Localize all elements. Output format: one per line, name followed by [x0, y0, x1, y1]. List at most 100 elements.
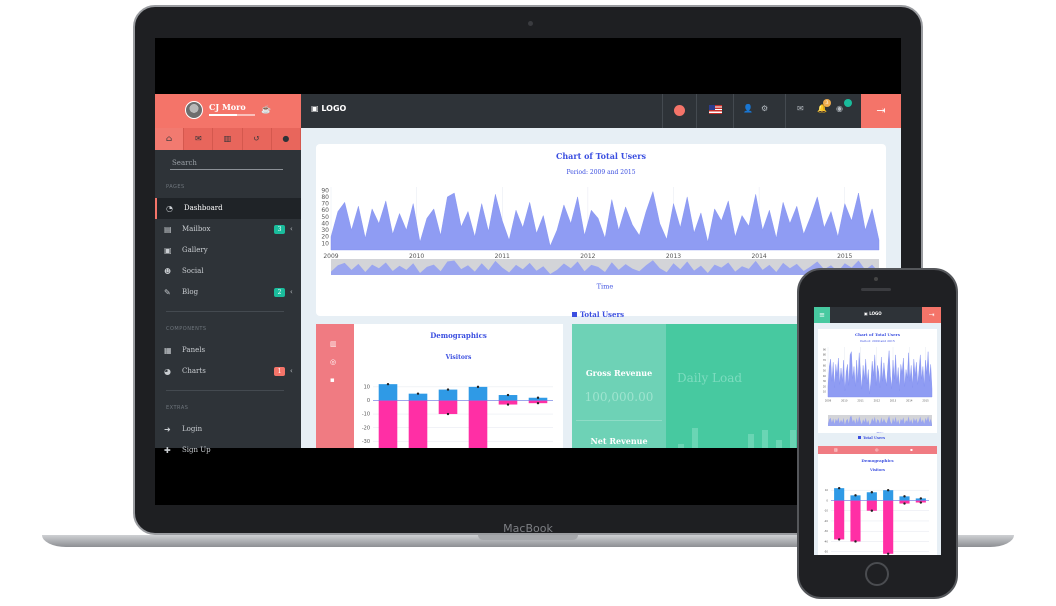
- bar: [528, 400, 548, 404]
- history-icon[interactable]: ↺: [243, 128, 272, 150]
- laptop-base: [42, 535, 1014, 547]
- y-tick-label: -10: [362, 412, 370, 418]
- sidebar-item-charts[interactable]: ◕ Charts 1 ‹: [155, 361, 301, 382]
- sidebar-item-blog[interactable]: ✎ Blog 2 ‹: [155, 282, 301, 303]
- load-bar: [762, 430, 768, 448]
- phone-demographics-card: 100-10-20-30-40-50-60 Demographics Visit…: [818, 454, 937, 555]
- range-navigator: [828, 415, 932, 426]
- phone-home-button[interactable]: [865, 562, 889, 586]
- settings-icon[interactable]: ⚙: [761, 104, 769, 113]
- bar-marker: [837, 486, 841, 490]
- visitors-chart[interactable]: 100-10-20-30-40-50-60: [316, 324, 563, 448]
- info-icon[interactable]: ●: [272, 128, 302, 150]
- profile-panel: CJ Moro ☕: [155, 94, 301, 128]
- blog-badge: 2: [274, 288, 285, 297]
- bar-chart-icon[interactable]: ▥: [213, 128, 243, 150]
- sidebar-item-panels[interactable]: ▦ Panels: [155, 340, 301, 361]
- chart-title: Chart of Total Users: [556, 151, 646, 161]
- rss-icon[interactable]: ◉: [836, 104, 843, 113]
- phone-logo[interactable]: ▣ LOGO: [864, 311, 882, 316]
- y-tick-label: 70: [321, 201, 329, 208]
- load-bar: [678, 444, 684, 448]
- logo-text: LOGO: [321, 104, 347, 113]
- load-bar: [692, 428, 698, 448]
- chevron-left-icon: ‹: [290, 225, 293, 233]
- bar-marker: [854, 494, 857, 497]
- bar: [528, 397, 548, 401]
- view-icon[interactable]: ◎: [875, 447, 879, 452]
- phone-screen: ≡ ▣ LOGO ⇥ 2009 2010 2011 2012 2013 2014 2015 1…: [814, 307, 941, 555]
- mail-icon[interactable]: ✉: [797, 104, 804, 113]
- x-tick-label: 2010: [409, 253, 424, 260]
- user-icon[interactable]: 👤: [743, 104, 753, 113]
- record-button[interactable]: [674, 105, 685, 116]
- bar: [438, 389, 458, 401]
- bar-chart-icon[interactable]: ▥: [834, 447, 838, 452]
- bar-marker: [476, 385, 480, 389]
- y-tick-label: 10: [364, 385, 370, 391]
- bar-marker: [446, 412, 450, 416]
- coffee-icon[interactable]: ☕: [261, 105, 271, 114]
- y-tick-label: -10: [824, 509, 828, 513]
- sidebar-item-dashboard[interactable]: ◔ Dashboard: [155, 198, 301, 219]
- notification-badge: 3: [823, 99, 831, 107]
- logo[interactable]: ▣ LOGO: [311, 104, 346, 113]
- topbar-divider: [733, 94, 734, 128]
- save-icon[interactable]: ▪: [910, 447, 913, 452]
- sidebar-divider: [166, 390, 284, 391]
- phone-camera: [874, 277, 878, 281]
- bell-icon[interactable]: 🔔: [817, 104, 827, 113]
- sidebar-item-label: Mailbox: [182, 225, 211, 233]
- bar-marker: [870, 509, 874, 512]
- panels-icon: ▦: [164, 346, 172, 355]
- demographics-title: Demographics: [861, 458, 894, 463]
- hamburger-icon[interactable]: ≡: [814, 307, 830, 323]
- y-tick-label: 50: [321, 214, 329, 221]
- x-tick-label: 2012: [580, 253, 595, 260]
- topbar-divider: [662, 94, 663, 128]
- home-icon[interactable]: ⌂: [155, 128, 185, 150]
- sidebar-item-signup[interactable]: ✚ Sign Up: [155, 440, 301, 461]
- avatar[interactable]: [185, 101, 203, 119]
- chart-legend[interactable]: Total Users: [572, 310, 624, 319]
- bar: [408, 400, 428, 448]
- y-tick-label: -30: [824, 529, 828, 533]
- logo-text: LOGO: [869, 311, 882, 316]
- sidebar-item-label: Sign Up: [182, 446, 211, 454]
- total-users-chart[interactable]: 2009 2010 2011 2012 2013 2014 2015 102030405060…: [316, 144, 886, 316]
- sidebar-item-label: Dashboard: [184, 204, 223, 212]
- y-tick-label: -50: [824, 550, 828, 554]
- phone-logout-button[interactable]: ⇥: [922, 307, 941, 323]
- demographics-card: ▥ ◎ ▪ 100-10-20-30-40-50-60 Demographics…: [316, 324, 563, 448]
- phone-chart-legend[interactable]: Total Users: [858, 436, 885, 440]
- save-icon[interactable]: ▪: [330, 376, 335, 384]
- sidebar-item-label: Gallery: [182, 246, 208, 254]
- sidebar-item-social[interactable]: ☻ Social: [155, 261, 301, 282]
- search-input[interactable]: Search: [170, 158, 283, 170]
- sidebar-item-login[interactable]: ➜ Login: [155, 419, 301, 440]
- bar: [834, 500, 845, 540]
- status-dot: [844, 99, 852, 107]
- us-flag-icon[interactable]: [709, 105, 722, 114]
- sidebar-item-mailbox[interactable]: ▤ Mailbox 3 ‹: [155, 219, 301, 240]
- sidebar-item-gallery[interactable]: ▣ Gallery: [155, 240, 301, 261]
- chat-icon[interactable]: ✉: [184, 128, 214, 150]
- chart-subtitle: Period: 2009 and 2015: [860, 339, 895, 343]
- sidebar-divider: [166, 311, 284, 312]
- y-tick-label: -30: [362, 439, 370, 445]
- bar-marker: [536, 396, 540, 399]
- bus-icon: ▣: [864, 311, 868, 316]
- bar-marker: [903, 502, 906, 505]
- view-icon[interactable]: ◎: [330, 358, 337, 366]
- bar: [883, 500, 894, 554]
- y-tick-label: 30: [321, 227, 329, 234]
- logout-button[interactable]: ⇥: [861, 94, 901, 128]
- bar-chart-icon[interactable]: ▥: [330, 340, 337, 348]
- phone-visitors-chart[interactable]: 100-10-20-30-40-50-60: [818, 454, 937, 555]
- user-name[interactable]: CJ Moro: [209, 102, 246, 112]
- bar-marker: [536, 401, 540, 405]
- chevron-left-icon: ‹: [290, 367, 293, 375]
- y-tick-label: -20: [824, 519, 828, 523]
